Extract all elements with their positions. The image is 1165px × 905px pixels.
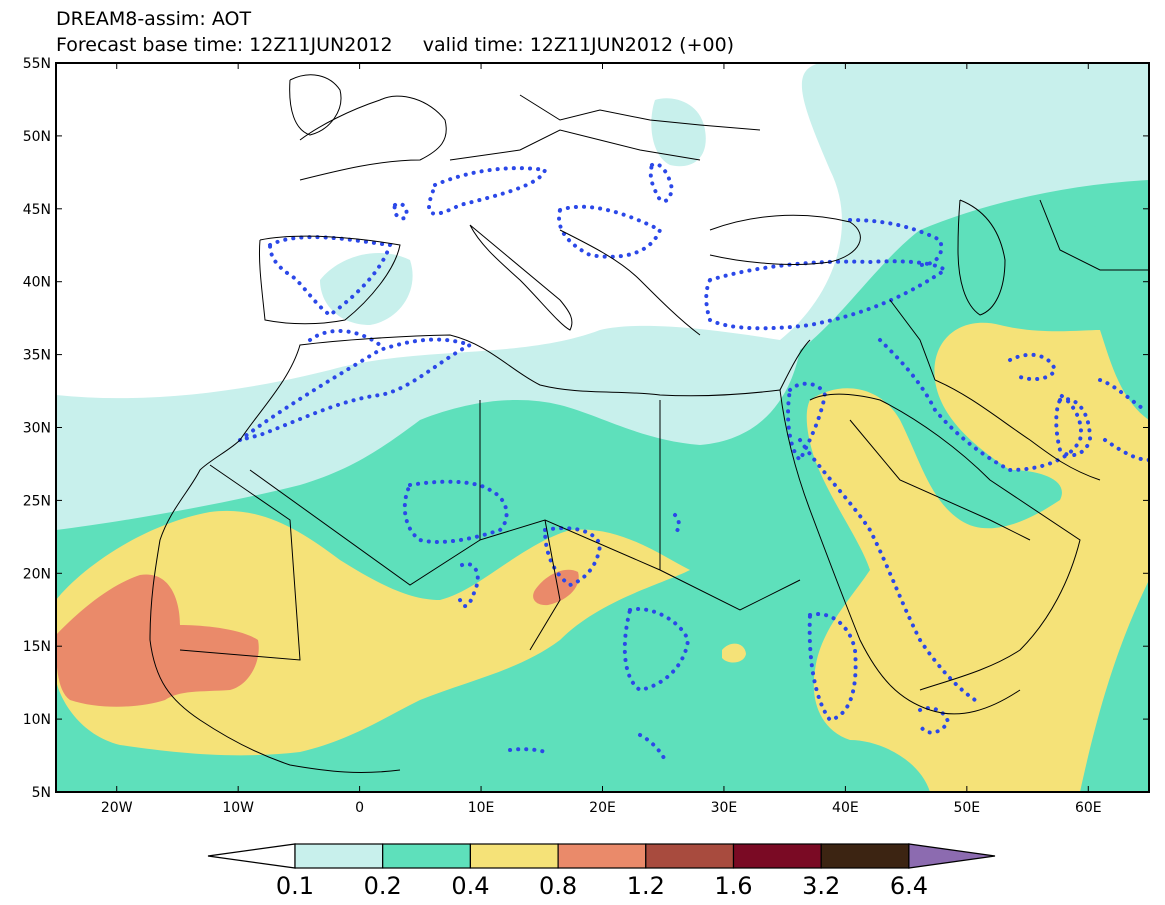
lon-label: 0 <box>355 800 364 816</box>
coastline-levant-redsea <box>779 339 931 711</box>
dotted-contour-egypt-small <box>673 513 681 534</box>
dotted-contour-levant <box>786 381 828 464</box>
dotted-contour-niger <box>458 562 480 609</box>
axis-ticks <box>56 62 1149 793</box>
colorbar-swatch <box>382 843 472 869</box>
coastline-north-africa <box>239 334 781 441</box>
dotted-contour-pakistan <box>1098 378 1149 462</box>
dotted-contour-south-sudan <box>638 733 667 762</box>
dotted-contour-horn <box>918 706 951 735</box>
dotted-contour-arabia <box>878 338 1083 473</box>
border-central-asia <box>1039 199 1149 271</box>
colorbar-label: 6.4 <box>890 872 928 900</box>
lon-label: 10E <box>468 800 495 816</box>
lon-label: 20E <box>589 800 616 816</box>
coastline-iberia <box>258 235 401 325</box>
aot-band-0.2-kazakh <box>1056 191 1115 228</box>
aot-band-0.1-europe <box>651 98 706 167</box>
colorbar-upper-arrow <box>908 843 996 869</box>
dotted-contour-algeria-n <box>308 328 382 347</box>
coastline-arabia <box>809 393 1081 691</box>
aot-band-0.8-westafrica <box>56 574 259 707</box>
dotted-contour-sudan <box>622 607 691 693</box>
lon-label: 60E <box>1075 800 1102 816</box>
lat-label: 15N <box>23 639 51 655</box>
coastline-black-sea <box>709 214 861 265</box>
map-title: DREAM8-assim: AOT <box>56 8 252 30</box>
lat-label: 45N <box>23 202 51 218</box>
border-chad <box>529 519 561 651</box>
colorbar-label: 0.2 <box>364 872 402 900</box>
coastlines-and-borders <box>149 74 1149 773</box>
colorbar-swatch <box>557 843 647 869</box>
dotted-contour-iberia <box>268 235 393 318</box>
dotted-contour-hungary <box>648 162 675 204</box>
coastline-italy <box>469 224 573 331</box>
lat-label: 25N <box>23 493 51 509</box>
lon-label: 40E <box>832 800 859 816</box>
colorbar-label: 0.1 <box>276 872 314 900</box>
border-saudi <box>849 419 1031 541</box>
lat-label: 50N <box>23 129 51 145</box>
colorbar-label: 0.4 <box>451 872 489 900</box>
lon-label: 10W <box>222 800 254 816</box>
longitude-labels: 20W 10W 0 10E 20E 30E 40E 50E 60E <box>101 800 1102 816</box>
colorbar-swatch <box>294 843 384 869</box>
aot-band-0.8-chad <box>533 569 579 606</box>
dotted-contour-redsea <box>798 438 977 702</box>
dotted-contour-balkans <box>557 204 663 259</box>
lat-label: 20N <box>23 566 51 582</box>
dotted-contour-maghreb <box>238 337 476 442</box>
forecast-time-subtitle: Forecast base time: 12Z11JUN2012 valid t… <box>56 34 735 56</box>
dotted-contour-chad <box>543 526 603 588</box>
colorbar-label: 1.6 <box>714 872 752 900</box>
coastline-france-uk <box>299 95 447 181</box>
aot-band-0.4 <box>56 510 690 756</box>
colorbar-label: 1.2 <box>627 872 665 900</box>
colorbar-swatch <box>732 843 822 869</box>
colorbar: 0.1 0.2 0.4 0.8 1.2 1.6 3.2 6.4 <box>207 843 996 900</box>
colorbar-swatch <box>820 843 910 869</box>
colorbar-lower-arrow <box>207 843 296 869</box>
dotted-contours <box>238 162 1149 762</box>
border-sudan <box>659 569 801 611</box>
lat-label: 30N <box>23 421 51 437</box>
aot-fields <box>56 63 1149 792</box>
dotted-contour-libya <box>402 479 509 544</box>
dotted-contour-iran <box>1008 352 1058 382</box>
colorbar-swatch <box>645 843 735 869</box>
coastline-horn <box>929 689 1021 715</box>
aot-band-0.4-arabia <box>806 322 1149 792</box>
colorbar-swatch <box>469 843 559 869</box>
lat-label: 5N <box>32 785 51 801</box>
lat-label: 40N <box>23 275 51 291</box>
dotted-contour-ethiopia <box>807 612 858 723</box>
border-sahara-2 <box>479 400 661 571</box>
coastline-balkans-greece <box>559 229 701 336</box>
colorbar-label: 3.2 <box>802 872 840 900</box>
colorbar-label: 0.8 <box>539 872 577 900</box>
dotted-contour-caucasus <box>848 218 944 267</box>
lon-label: 30E <box>711 800 738 816</box>
border-mauritania <box>179 464 301 661</box>
border-sahara-1 <box>249 469 481 586</box>
dotted-contour-france <box>427 166 548 216</box>
border-europe-2 <box>519 94 761 131</box>
lon-label: 20W <box>101 800 133 816</box>
lat-label: 35N <box>23 348 51 364</box>
coastline-uk <box>289 74 342 136</box>
lat-label: 10N <box>23 712 51 728</box>
lon-label: 50E <box>953 800 980 816</box>
dotted-contour-cameroon <box>508 747 547 754</box>
coastline-west-africa <box>149 439 401 773</box>
lat-label: 55N <box>23 56 51 72</box>
dotted-contour-alps <box>392 201 409 221</box>
border-iran-iraq <box>889 299 936 381</box>
aot-band-0.4-spot <box>722 643 746 663</box>
border-europe-1 <box>449 129 701 161</box>
coastline-caspian <box>957 199 1006 316</box>
coastline-persian-gulf <box>934 379 1101 481</box>
latitude-labels: 55N 50N 45N 40N 35N 30N 25N 20N 15N 10N 5N <box>23 56 51 801</box>
